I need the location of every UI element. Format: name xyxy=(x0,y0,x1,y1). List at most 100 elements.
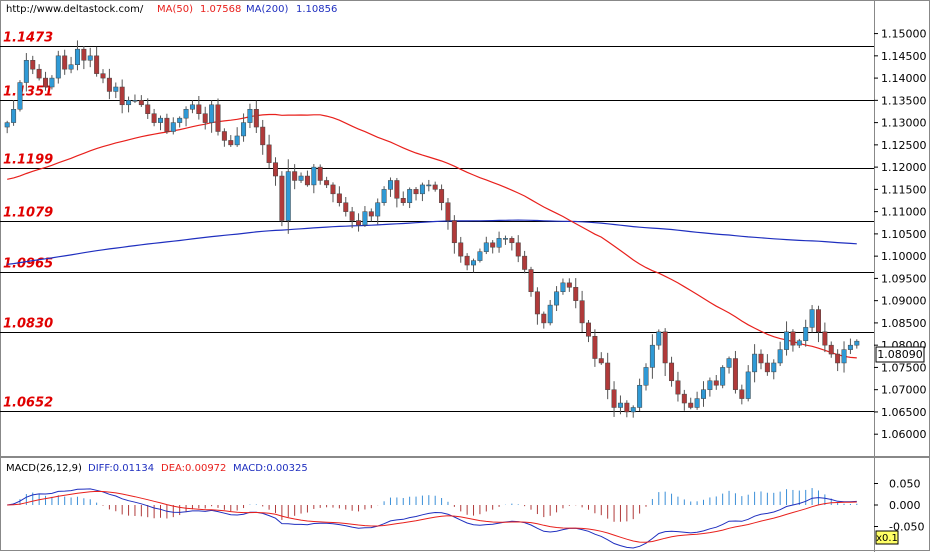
macd-histogram xyxy=(13,488,858,522)
candle-up xyxy=(298,175,304,181)
candle-down xyxy=(100,73,106,79)
candle-down xyxy=(343,202,349,212)
candle-down xyxy=(713,380,719,386)
candle-down xyxy=(138,100,144,106)
candle-up xyxy=(17,82,23,110)
candle-up xyxy=(560,282,566,293)
candle-down xyxy=(681,393,687,404)
price-tick-label: 1.12000 xyxy=(881,161,927,174)
candle-down xyxy=(43,77,49,88)
candle-down xyxy=(62,55,68,70)
candle-up xyxy=(126,100,132,106)
candle-down xyxy=(394,180,400,199)
candle-up xyxy=(707,380,713,390)
candle-up xyxy=(726,358,732,368)
candle-down xyxy=(221,131,227,141)
candle-down xyxy=(605,362,611,390)
macd-value-label: MACD:0.00325 xyxy=(233,463,308,474)
candle-down xyxy=(145,104,151,114)
price-tick-label: 1.11500 xyxy=(881,183,927,196)
candle-down xyxy=(432,184,438,190)
price-tick-label: 1.09000 xyxy=(881,295,927,308)
ma50-path xyxy=(7,113,857,359)
macd-lines xyxy=(7,488,857,549)
candle-down xyxy=(579,300,585,324)
candle-up xyxy=(189,104,195,110)
candle-down xyxy=(611,389,617,408)
candle-down xyxy=(94,55,100,74)
candle-up xyxy=(4,122,10,128)
ma200-label: MA(200) xyxy=(246,4,288,15)
candle-up xyxy=(649,344,655,368)
candle-down xyxy=(822,331,828,346)
macd-title: MACD(26,12,9) xyxy=(6,463,82,474)
candle-down xyxy=(336,193,342,203)
candle-up xyxy=(285,171,291,221)
candle-up xyxy=(419,184,425,195)
price-tick-label: 1.13000 xyxy=(881,117,927,130)
level-label: 1.1079 xyxy=(3,206,53,221)
candle-up xyxy=(158,117,163,123)
candle-up xyxy=(183,109,189,119)
candle-up xyxy=(656,331,662,346)
candle-down xyxy=(36,68,42,79)
candle-down xyxy=(662,331,668,364)
candle-up xyxy=(637,384,643,408)
candle-down xyxy=(739,389,745,399)
candle-up xyxy=(483,242,489,252)
candle-up xyxy=(796,340,802,346)
candle-up xyxy=(407,189,413,203)
candle-up xyxy=(752,353,758,373)
ma200-path xyxy=(7,219,857,265)
price-axis: 1.15000 1.14500 1.14000 1.13500 1.13000 1.125… xyxy=(874,28,927,441)
candle-down xyxy=(30,60,36,70)
candle-down xyxy=(490,242,496,248)
candle-up xyxy=(841,349,847,364)
price-tick-label: 1.13500 xyxy=(881,94,927,107)
candle-down xyxy=(675,380,681,395)
candle-down xyxy=(356,220,362,226)
candle-down xyxy=(400,198,406,203)
candle-up xyxy=(177,117,183,123)
ma50-line xyxy=(7,113,857,359)
candle-down xyxy=(464,255,470,266)
candle-down xyxy=(534,291,540,315)
ma50-value: 1.07568 xyxy=(200,4,241,15)
candle-up xyxy=(87,55,93,61)
candle-up xyxy=(496,238,502,248)
macd-header: MACD(26,12,9) DIFF:0.01134 DEA:0.00972 M… xyxy=(6,463,308,474)
site-url[interactable]: http://www.deltastock.com/ xyxy=(6,4,144,15)
price-tick-label: 1.15000 xyxy=(881,28,927,41)
candle-up xyxy=(247,109,253,123)
candle-down xyxy=(566,282,572,288)
candle-up xyxy=(234,135,240,146)
candle-up xyxy=(502,238,508,240)
level-label: 1.1199 xyxy=(3,153,53,168)
candle-down xyxy=(758,353,764,364)
candle-up xyxy=(701,389,706,399)
price-tick-label: 1.06000 xyxy=(881,428,927,441)
candle-up xyxy=(784,331,790,350)
level-label: 1.0965 xyxy=(3,257,53,272)
candle-up xyxy=(471,260,477,266)
candle-down xyxy=(260,126,266,146)
candle-up xyxy=(311,166,317,186)
candle-down xyxy=(573,287,579,301)
candle-up xyxy=(375,202,381,217)
candle-down xyxy=(266,144,272,163)
candle-down xyxy=(413,189,419,195)
candle-down xyxy=(790,331,796,346)
candle-down xyxy=(196,104,202,114)
ma200-line xyxy=(7,219,857,265)
candle-down xyxy=(349,211,355,221)
candle-up xyxy=(771,362,777,373)
macd-tick-label: -0.050 xyxy=(889,521,924,534)
candle-down xyxy=(541,313,547,324)
candle-up xyxy=(68,64,74,70)
candle-down xyxy=(151,113,157,123)
candle-up xyxy=(113,86,119,92)
candle-down xyxy=(522,255,528,270)
level-label: 1.1473 xyxy=(3,31,53,46)
price-tick-label: 1.14000 xyxy=(881,72,927,85)
candle-down xyxy=(764,362,770,373)
